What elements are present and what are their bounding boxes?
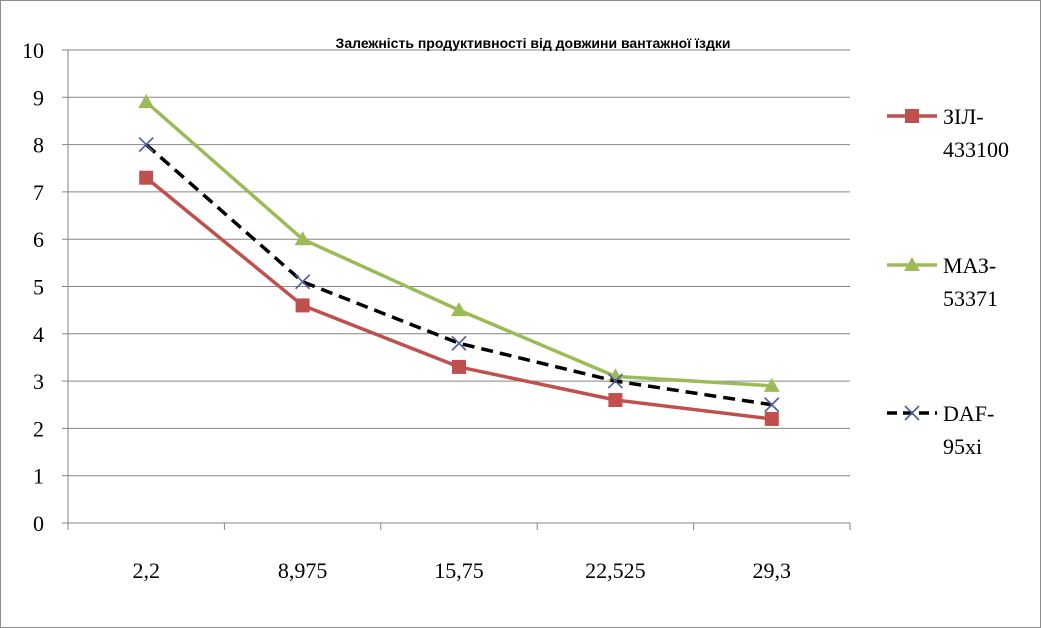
data-point-square [764,411,779,426]
legend: ЗІЛ- 433100 МАЗ- 53371 DAF- 95xi [887,104,1009,459]
data-point-triangle [451,302,467,317]
x-tick-label: 8,975 [278,558,328,583]
data-point-cross [764,397,780,413]
y-tick-label: 8 [33,133,44,158]
series-line-3 [138,137,780,413]
legend-label: 433100 [943,137,1009,162]
y-tick-label: 0 [33,511,44,536]
series-line-1 [139,170,779,426]
gridlines [68,49,850,477]
chart-title: Залежність продуктивності від довжини ва… [336,35,731,51]
legend-label: 53371 [943,286,998,311]
y-tick-label: 3 [33,369,44,394]
data-point-cross [607,373,623,389]
y-tick-label: 7 [33,180,44,205]
legend-label: ЗІЛ- [943,104,984,129]
y-tick-label: 6 [33,227,44,252]
x-tick-label: 22,525 [585,558,646,583]
data-point-cross [904,405,920,421]
y-tick-labels: 0 1 2 3 4 5 6 7 8 9 10 [22,38,44,536]
data-point-triangle [763,377,780,392]
y-tick-label: 4 [33,322,44,347]
y-tick-label: 2 [33,416,44,441]
x-tick-label: 29,3 [753,558,792,583]
y-tick-label: 10 [22,38,44,63]
data-point-square [139,170,154,185]
series-path [145,143,773,407]
data-point-cross [295,274,311,290]
x-tick-labels: 2,2 8,975 15,75 22,525 29,3 [132,558,791,583]
data-point-square [905,109,919,123]
legend-entry-3: DAF- 95xi [887,401,994,459]
axes [62,49,851,530]
data-point-cross [451,335,467,351]
x-tick-label: 2,2 [132,558,160,583]
y-tick-label: 9 [33,85,44,110]
x-tick-label: 15,75 [434,558,484,583]
data-point-square [452,359,466,374]
legend-entry-1: ЗІЛ- 433100 [887,104,1009,162]
legend-entry-2: МАЗ- 53371 [887,253,998,311]
series-line-2 [138,94,780,392]
data-point-square [608,393,623,408]
series [138,94,780,426]
data-point-triangle [138,94,155,109]
data-point-cross [138,137,154,153]
legend-label: 95xi [943,434,982,459]
y-tick-label: 1 [33,464,44,489]
legend-label: МАЗ- [943,253,996,278]
data-point-square [295,298,310,313]
legend-label: DAF- [943,401,994,426]
data-point-triangle [904,257,920,271]
series-path [145,176,773,421]
y-tick-label: 5 [33,275,44,300]
data-point-triangle [294,231,311,246]
